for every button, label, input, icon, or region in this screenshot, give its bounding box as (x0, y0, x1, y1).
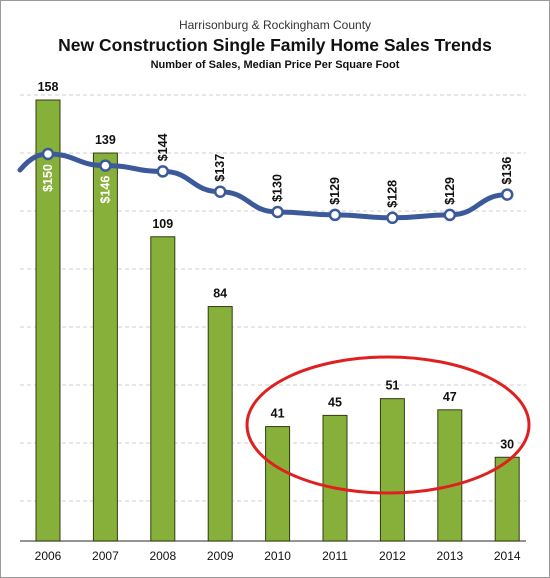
x-tick-2011: 2011 (322, 549, 348, 563)
chart-title: New Construction Single Family Home Sale… (58, 35, 492, 55)
x-tick-2013: 2013 (436, 549, 463, 563)
price-line (17, 151, 510, 221)
price-label-2011: $129 (328, 177, 342, 205)
price-label-2010: $130 (271, 174, 285, 202)
bar-2013 (437, 409, 463, 542)
bar-label-2013: 47 (443, 390, 457, 404)
x-tick-2009: 2009 (207, 549, 234, 563)
x-tick-2012: 2012 (379, 549, 406, 563)
chart-subtitle: Harrisonburg & Rockingham County (178, 18, 372, 32)
bar-2006 (35, 99, 61, 542)
bar-2009 (207, 306, 233, 542)
bar-label-2011: 45 (328, 395, 342, 409)
price-label-2014: $136 (500, 157, 514, 185)
x-tick-2010: 2010 (264, 549, 291, 563)
bar-label-2010: 41 (271, 407, 285, 421)
price-label-2006: $150 (41, 164, 55, 192)
chart-note: Number of Sales, Median Price Per Square… (150, 59, 400, 71)
bar-label-2007: 139 (95, 133, 116, 147)
bar-2008 (150, 236, 176, 542)
bar-label-2012: 51 (385, 379, 399, 393)
bar-2012 (379, 398, 405, 542)
bar-2007 (92, 152, 118, 542)
x-tick-2014: 2014 (494, 549, 521, 563)
x-tick-2007: 2007 (92, 549, 119, 563)
price-label-2012: $128 (385, 180, 399, 208)
price-marker-2013 (443, 208, 457, 222)
price-label-2009: $137 (213, 154, 227, 182)
x-tick-2008: 2008 (149, 549, 176, 563)
bar-2011 (322, 414, 348, 542)
bar-2010 (265, 426, 291, 542)
price-marker-2006 (41, 147, 55, 161)
price-marker-2009 (213, 185, 227, 198)
price-label-2013: $129 (443, 177, 457, 205)
price-marker-2008 (156, 165, 170, 178)
bar-label-2009: 84 (213, 287, 227, 301)
bar-label-2006: 158 (38, 80, 59, 94)
bar-2014 (494, 456, 520, 542)
x-tick-2006: 2006 (35, 549, 62, 563)
bar-label-2014: 30 (500, 437, 514, 451)
price-marker-2011 (328, 208, 342, 222)
price-label-2007: $146 (98, 176, 112, 204)
price-label-2008: $144 (156, 133, 170, 161)
price-marker-2007 (99, 159, 112, 172)
highlight-circle (245, 355, 531, 495)
price-marker-2012 (386, 211, 399, 225)
price-marker-2014 (500, 188, 514, 201)
bar-label-2008: 109 (152, 217, 173, 231)
price-marker-2010 (271, 205, 284, 219)
